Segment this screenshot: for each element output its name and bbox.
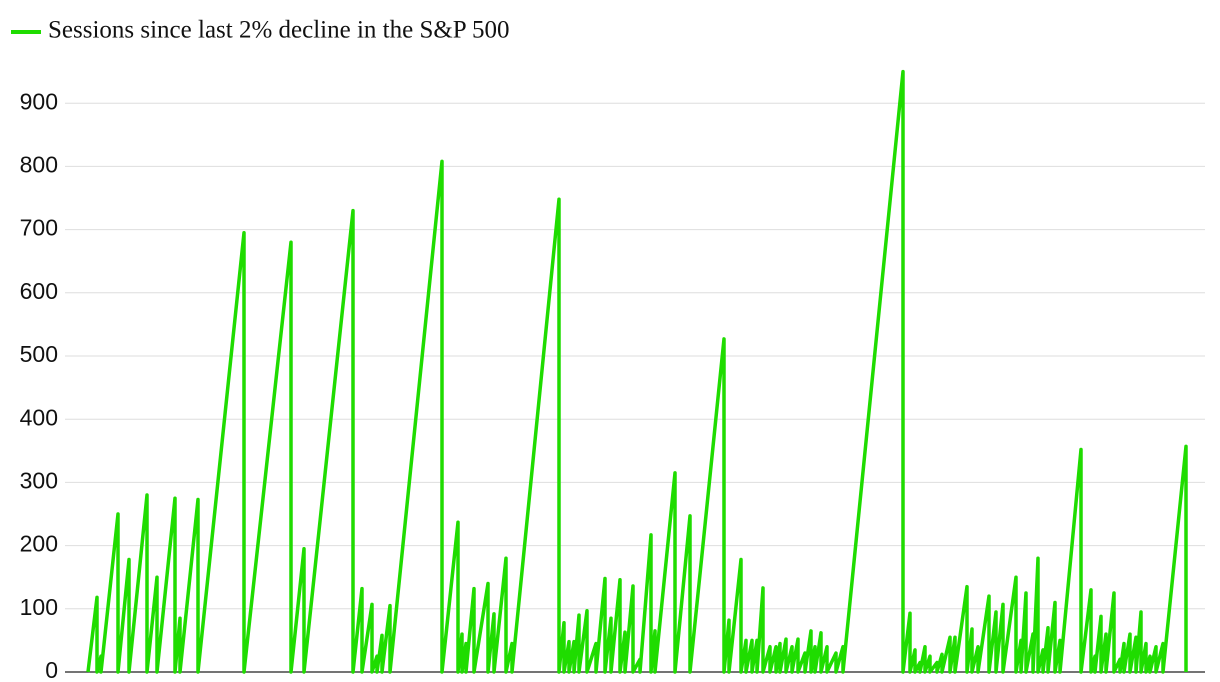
- y-tick-label: 500: [20, 341, 58, 367]
- y-tick-label: 0: [45, 657, 58, 682]
- y-tick-label: 200: [20, 531, 58, 557]
- y-tick-label: 900: [20, 88, 58, 114]
- y-tick-label: 300: [20, 467, 58, 493]
- y-tick-label: 600: [20, 278, 58, 304]
- legend-label: Sessions since last 2% decline in the S&…: [48, 17, 510, 44]
- y-tick-label: 800: [20, 151, 58, 177]
- y-tick-label: 400: [20, 404, 58, 430]
- y-tick-label: 700: [20, 215, 58, 241]
- y-tick-label: 100: [20, 594, 58, 620]
- series-line: [86, 69, 1188, 674]
